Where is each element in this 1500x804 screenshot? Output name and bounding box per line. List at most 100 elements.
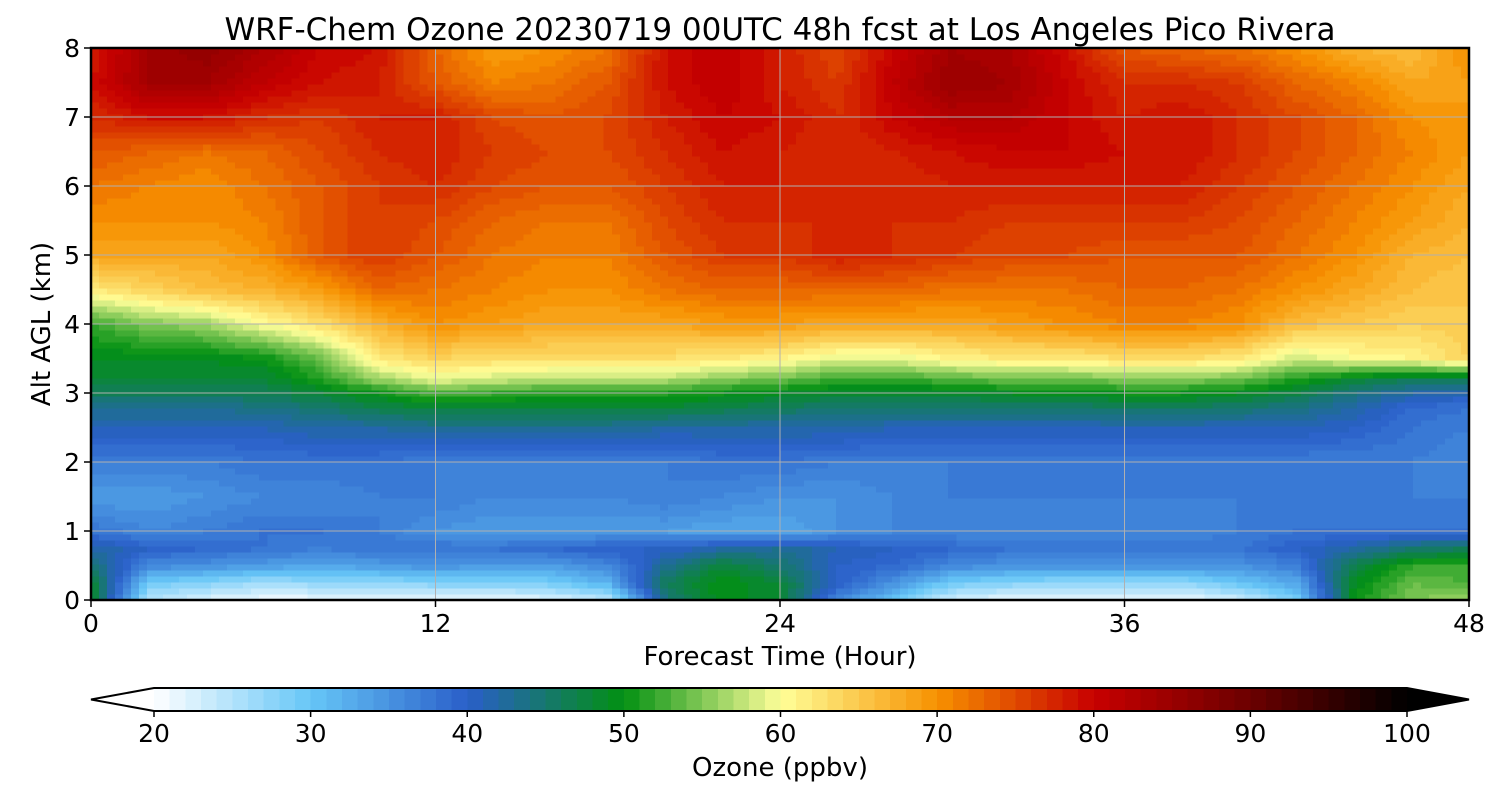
ozone-cell xyxy=(435,480,445,487)
ozone-cell xyxy=(1356,456,1366,463)
ozone-cell xyxy=(99,444,108,451)
ozone-cell xyxy=(379,564,389,571)
ozone-cell xyxy=(187,564,196,571)
ozone-cell xyxy=(547,510,557,517)
ozone-cell xyxy=(1324,552,1334,559)
ozone-cell xyxy=(1084,558,1094,565)
ozone-cell xyxy=(715,480,725,487)
ozone-cell xyxy=(307,462,316,469)
ozone-cell xyxy=(355,570,364,577)
ozone-cell xyxy=(1108,546,1118,553)
ozone-cell xyxy=(723,588,733,595)
ozone-cell xyxy=(707,438,717,445)
ozone-cell xyxy=(1444,564,1454,571)
ozone-cell xyxy=(1028,576,1037,583)
ozone-cell xyxy=(267,456,276,463)
ozone-cell xyxy=(323,564,332,571)
ozone-cell xyxy=(643,492,653,499)
ozone-cell xyxy=(1124,540,1134,547)
ozone-cell xyxy=(283,576,292,583)
ozone-cell xyxy=(940,576,949,583)
ozone-cell xyxy=(1212,450,1222,457)
ozone-cell xyxy=(627,444,637,451)
ozone-cell xyxy=(1180,546,1190,553)
ozone-cell xyxy=(331,498,340,505)
ozone-cell xyxy=(323,540,332,547)
ozone-cell xyxy=(868,522,877,529)
ozone-cell xyxy=(1340,456,1350,463)
ozone-cell xyxy=(1156,426,1166,433)
ozone-cell xyxy=(355,468,364,475)
ozone-cell xyxy=(1324,438,1334,445)
ozone-cell xyxy=(347,474,356,481)
ozone-cell xyxy=(996,480,1005,487)
ozone-cell xyxy=(291,546,300,553)
ozone-cell xyxy=(1300,456,1310,463)
ozone-cell xyxy=(507,522,517,529)
ozone-cell xyxy=(619,546,629,553)
ozone-cell xyxy=(1260,540,1270,547)
ozone-cell xyxy=(828,576,837,583)
ozone-cell xyxy=(860,594,869,600)
ozone-cell xyxy=(1012,474,1021,481)
ozone-cell xyxy=(763,492,773,499)
ozone-cell xyxy=(1276,570,1286,577)
ozone-cell xyxy=(667,582,677,589)
ozone-cell xyxy=(940,588,949,595)
ozone-cell xyxy=(932,516,941,523)
ozone-cell xyxy=(531,432,541,439)
ozone-cell xyxy=(1340,552,1350,559)
ozone-cell xyxy=(980,498,989,505)
ozone-cell xyxy=(371,474,381,481)
ozone-cell xyxy=(1012,486,1021,493)
ozone-cell xyxy=(788,576,797,583)
ozone-cell xyxy=(611,444,621,451)
ozone-cell xyxy=(980,486,989,493)
ozone-cell xyxy=(972,504,981,511)
ozone-cell xyxy=(771,570,781,577)
ozone-cell xyxy=(780,456,789,463)
ozone-cell xyxy=(940,570,949,577)
ozone-cell xyxy=(1348,516,1358,523)
ozone-cell xyxy=(860,480,869,487)
ozone-cell xyxy=(483,588,493,595)
ozone-cell xyxy=(1388,492,1398,499)
ozone-cell xyxy=(227,510,236,517)
ozone-cell xyxy=(755,582,765,589)
ozone-cell xyxy=(1460,480,1469,487)
ozone-cell xyxy=(571,432,581,439)
ozone-cell xyxy=(267,492,276,499)
ozone-cell xyxy=(227,450,236,457)
ozone-cell xyxy=(331,558,340,565)
ozone-cell xyxy=(1388,426,1398,433)
ozone-cell xyxy=(667,438,677,445)
ozone-cell xyxy=(379,462,389,469)
ozone-cell xyxy=(427,444,437,451)
ozone-cell xyxy=(307,492,316,499)
ozone-cell xyxy=(1028,480,1037,487)
ozone-cell xyxy=(211,510,220,517)
ozone-cell xyxy=(1108,582,1118,589)
ozone-cell xyxy=(411,558,421,565)
ozone-cell xyxy=(731,558,741,565)
ozone-cell xyxy=(195,534,204,541)
ozone-cell xyxy=(860,426,869,433)
ozone-cell xyxy=(1316,570,1326,577)
ozone-cell xyxy=(163,582,172,589)
ozone-cell xyxy=(579,570,589,577)
ozone-cell xyxy=(1036,504,1045,511)
ozone-cell xyxy=(844,498,853,505)
ozone-cell xyxy=(1084,576,1094,583)
ozone-cell xyxy=(115,480,124,487)
ozone-cell xyxy=(323,450,332,457)
ozone-cell xyxy=(739,462,749,469)
ozone-cell xyxy=(219,444,228,451)
ozone-cell xyxy=(916,570,925,577)
ozone-cell xyxy=(1300,594,1310,600)
ozone-cell xyxy=(1220,516,1230,523)
ozone-cell xyxy=(1108,522,1118,529)
ozone-cell xyxy=(1004,492,1013,499)
ozone-cell xyxy=(1028,438,1037,445)
ozone-cell xyxy=(1172,504,1182,511)
ozone-cell xyxy=(443,516,453,523)
